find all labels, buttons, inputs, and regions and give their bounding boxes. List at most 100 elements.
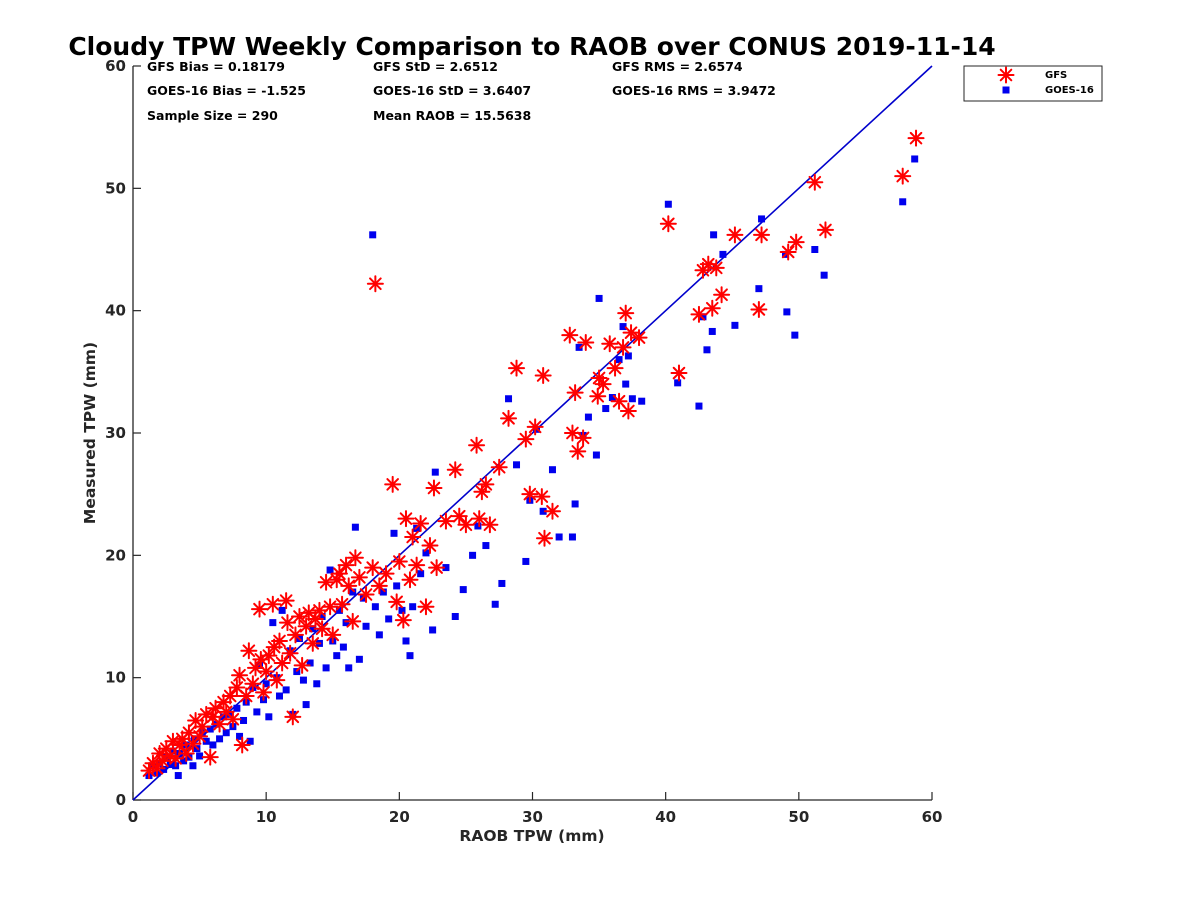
- goes-16-data-point: [256, 661, 264, 669]
- gfs-data-point: [304, 634, 322, 652]
- goes-16-data-point: [309, 625, 317, 633]
- gfs-data-point: [281, 644, 299, 662]
- gfs-data-point: [517, 430, 535, 448]
- gfs-data-point: [324, 626, 342, 644]
- legend-gfs-asterisk: [997, 66, 1015, 84]
- gfs-data-point: [589, 387, 607, 405]
- goes-16-data-point: [459, 586, 467, 594]
- goes-std-stat: GOES-16 StD = 3.6407: [373, 83, 531, 98]
- goes-16-data-point: [318, 613, 326, 620]
- gfs-data-point: [707, 259, 725, 277]
- goes-16-data-point: [180, 757, 188, 765]
- goes-16-data-point: [539, 507, 547, 515]
- goes-16-data-point: [349, 588, 357, 596]
- goes-16-data-point: [278, 606, 286, 614]
- gfs-data-point: [211, 715, 229, 733]
- gfs-data-point: [726, 226, 744, 244]
- goes-16-data-point: [379, 588, 387, 596]
- legend-gfs-marker: [997, 66, 1015, 84]
- goes-16-data-point: [619, 323, 627, 331]
- goes-16-data-point: [505, 395, 513, 403]
- gfs-data-point: [390, 552, 408, 570]
- gfs-data-point: [477, 475, 495, 493]
- gfs-data-point: [394, 611, 412, 629]
- gfs-data-point: [450, 507, 468, 525]
- goes-16-data-point: [899, 198, 907, 206]
- x-tick-label: 40: [655, 808, 676, 826]
- gfs-data-point: [816, 221, 834, 239]
- goes-16-data-point: [246, 737, 254, 745]
- goes-16-data-point: [783, 308, 791, 316]
- goes-16-data-point: [174, 772, 182, 780]
- gfs-data-point: [255, 683, 273, 701]
- gfs-data-point: [330, 565, 348, 583]
- gfs-data-point: [140, 762, 158, 780]
- gfs-data-point: [417, 598, 435, 616]
- x-axis-label: RAOB TPW (mm): [459, 827, 604, 845]
- gfs-data-point: [412, 515, 430, 533]
- gfs-data-point: [401, 571, 419, 589]
- gfs-data-point: [806, 173, 824, 191]
- goes-16-data-point: [406, 652, 414, 660]
- goes-16-data-point: [333, 652, 341, 660]
- chart-title: Cloudy TPW Weekly Comparison to RAOB ove…: [68, 32, 995, 61]
- goes-16-data-point: [731, 321, 739, 329]
- gfs-data-point: [690, 305, 708, 323]
- goes-16-data-point: [189, 762, 197, 770]
- gfs-data-point: [610, 392, 628, 410]
- goes-16-data-point: [393, 582, 401, 590]
- goes-16-data-point: [755, 285, 763, 293]
- gfs-data-point: [317, 573, 335, 591]
- goes-16-data-point: [498, 579, 506, 587]
- gfs-data-point: [337, 556, 355, 574]
- goes-16-series: [145, 155, 919, 780]
- goes-16-data-point: [548, 466, 556, 474]
- goes-16-data-point: [513, 461, 521, 469]
- legend: GFS GOES-16: [963, 65, 1103, 102]
- goes-bias-stat: GOES-16 Bias = -1.525: [147, 83, 306, 98]
- gfs-data-point: [500, 409, 518, 427]
- gfs-data-point: [659, 215, 677, 233]
- goes-16-data-point: [345, 664, 353, 672]
- gfs-data-point: [428, 559, 446, 577]
- goes-16-data-point: [351, 523, 359, 531]
- goes-16-data-point: [592, 451, 600, 459]
- y-tick-label: 20: [105, 546, 126, 564]
- goes-16-data-point: [262, 680, 270, 688]
- gfs-data-point: [750, 300, 768, 318]
- gfs-data-point: [533, 488, 551, 506]
- gfs-data-point: [224, 710, 242, 728]
- goes-16-data-point: [362, 622, 370, 630]
- gfs-data-point: [566, 384, 584, 402]
- gfs-data-point: [257, 663, 275, 681]
- statistics-block: GFS Bias = 0.18179 GOES-16 Bias = -1.525…: [147, 59, 776, 123]
- goes-16-data-point: [615, 356, 623, 364]
- goes-16-data-point: [482, 542, 490, 550]
- goes-16-data-point: [811, 246, 819, 253]
- gfs-data-point: [508, 359, 526, 377]
- goes-16-data-point: [429, 626, 437, 634]
- goes-16-data-point: [369, 231, 377, 239]
- x-tick-label: 50: [788, 808, 809, 826]
- goes-16-data-point: [708, 327, 716, 335]
- gfs-data-point: [894, 167, 912, 185]
- gfs-data-point: [574, 429, 592, 447]
- goes-16-data-point: [409, 603, 417, 611]
- gfs-data-point: [284, 708, 302, 726]
- x-tick-label: 60: [922, 808, 943, 826]
- gfs-data-point: [543, 502, 561, 520]
- gfs-data-point: [310, 601, 328, 619]
- goes-16-data-point: [335, 606, 343, 614]
- gfs-data-point: [364, 559, 382, 577]
- goes-16-data-point: [226, 710, 234, 718]
- goes-16-data-point: [196, 752, 204, 760]
- gfs-data-point: [244, 675, 262, 693]
- goes-16-data-point: [398, 606, 406, 614]
- gfs-data-point: [260, 647, 278, 665]
- y-axis-label: Measured TPW (mm): [81, 342, 99, 524]
- goes-16-data-point: [431, 468, 439, 476]
- gfs-data-point: [490, 458, 508, 476]
- gfs-data-point: [594, 375, 612, 393]
- gfs-data-point: [425, 479, 443, 497]
- gfs-data-point: [306, 610, 324, 628]
